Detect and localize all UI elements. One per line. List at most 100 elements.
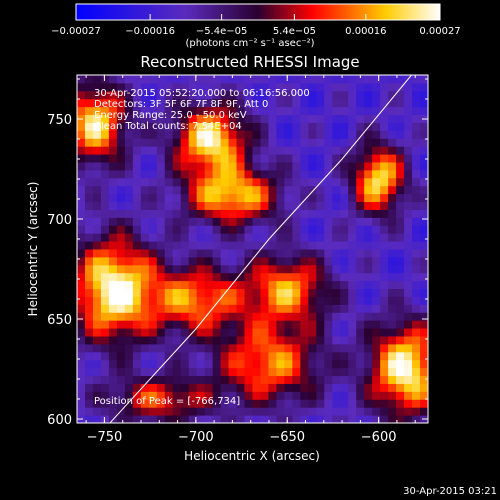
- heatmap-cell: [340, 225, 349, 234]
- heatmap-cell: [220, 90, 230, 100]
- heatmap-cell: [172, 146, 182, 155]
- heatmap-cell: [260, 154, 269, 163]
- heatmap-cell: [188, 201, 198, 210]
- heatmap-cell: [260, 375, 269, 384]
- heatmap-cell: [92, 138, 102, 147]
- heatmap-cell: [372, 383, 381, 392]
- heatmap-cell: [108, 82, 118, 92]
- colorbar-tick-label: 0.00016: [345, 26, 386, 37]
- heatmap-cell: [412, 249, 421, 258]
- heatmap-cell: [140, 320, 150, 329]
- heatmap-cell: [404, 146, 413, 155]
- heatmap-cell: [188, 351, 198, 361]
- heatmap-cell: [308, 193, 317, 203]
- heatmap-cell: [364, 106, 373, 116]
- heatmap-cell: [284, 343, 293, 353]
- heatmap-cell: [380, 146, 389, 155]
- heatmap-cell: [164, 343, 174, 353]
- heatmap-cell: [212, 185, 222, 195]
- heatmap-cell: [236, 201, 246, 210]
- heatmap-cell: [332, 264, 341, 274]
- heatmap-cell: [148, 336, 158, 345]
- heatmap-cell: [236, 249, 246, 258]
- heatmap-cell: [364, 288, 373, 297]
- heatmap-cell: [380, 399, 389, 408]
- heatmap-cell: [180, 177, 190, 187]
- heatmap-cell: [332, 106, 341, 116]
- heatmap-cell: [108, 359, 118, 369]
- heatmap-cell: [356, 336, 365, 345]
- heatmap-cell: [364, 177, 373, 187]
- heatmap-cell: [260, 130, 269, 139]
- heatmap-cell: [316, 82, 325, 92]
- heatmap-cell: [164, 114, 174, 123]
- heatmap-cell: [316, 280, 325, 290]
- heatmap-cell: [356, 82, 365, 92]
- heatmap-cell: [388, 90, 397, 100]
- heatmap-cell: [420, 201, 428, 210]
- heatmap-cell: [324, 280, 333, 290]
- heatmap-cell: [204, 241, 214, 250]
- heatmap-cell: [148, 241, 158, 250]
- heatmap-cell: [244, 122, 253, 131]
- heatmap-cell: [196, 272, 206, 282]
- heatmap-cell: [124, 169, 134, 179]
- heatmap-cell: [412, 138, 421, 147]
- heatmap-cell: [420, 359, 428, 369]
- heatmap-cell: [220, 185, 230, 195]
- heatmap-cell: [324, 138, 333, 147]
- heatmap-cell: [244, 169, 253, 179]
- heatmap-cell: [124, 154, 134, 163]
- heatmap-cell: [228, 399, 238, 408]
- heatmap-cell: [236, 375, 246, 384]
- heatmap-cell: [84, 146, 94, 155]
- heatmap-cell: [316, 375, 325, 384]
- heatmap-cell: [180, 359, 190, 369]
- heatmap-cell: [236, 351, 246, 361]
- heatmap-cell: [412, 146, 421, 155]
- heatmap-cell: [172, 249, 182, 258]
- heatmap-cell: [292, 241, 301, 250]
- heatmap-cell: [156, 367, 166, 377]
- heatmap-cell: [300, 130, 309, 139]
- heatmap-cell: [124, 399, 134, 408]
- heatmap-cell: [364, 90, 373, 100]
- heatmap-cell: [308, 233, 317, 242]
- heatmap-cell: [300, 296, 309, 305]
- heatmap-cell: [284, 217, 293, 226]
- heatmap-cell: [180, 375, 190, 384]
- heatmap-cell: [316, 359, 325, 369]
- heatmap-cell: [316, 320, 325, 329]
- heatmap-cell: [132, 169, 142, 179]
- heatmap-cell: [204, 146, 214, 155]
- heatmap-cell: [292, 114, 301, 123]
- heatmap-cell: [77, 367, 86, 377]
- heatmap-cell: [252, 264, 261, 274]
- heatmap-cell: [116, 328, 126, 337]
- heatmap-cell: [84, 256, 94, 266]
- heatmap-cell: [204, 351, 214, 361]
- heatmap-cell: [84, 336, 94, 345]
- heatmap-cell: [148, 106, 158, 116]
- heatmap-cell: [148, 114, 158, 123]
- heatmap-cell: [388, 249, 397, 258]
- heatmap-cell: [228, 138, 238, 147]
- heatmap-cell: [324, 320, 333, 329]
- heatmap-cell: [380, 201, 389, 210]
- heatmap-cell: [348, 415, 357, 423]
- heatmap-cell: [84, 415, 94, 423]
- y-axis-label: Heliocentric Y (arcsec): [26, 182, 40, 317]
- heatmap-cell: [348, 130, 357, 139]
- heatmap-cell: [116, 272, 126, 282]
- heatmap-cell: [348, 320, 357, 329]
- heatmap-cell: [396, 359, 405, 369]
- heatmap-cell: [348, 122, 357, 131]
- heatmap-cell: [380, 415, 389, 423]
- heatmap-cell: [356, 217, 365, 226]
- heatmap-cell: [396, 383, 405, 392]
- heatmap-cell: [156, 193, 166, 203]
- heatmap-cell: [316, 288, 325, 297]
- heatmap-cell: [412, 407, 421, 416]
- heatmap-cell: [260, 193, 269, 203]
